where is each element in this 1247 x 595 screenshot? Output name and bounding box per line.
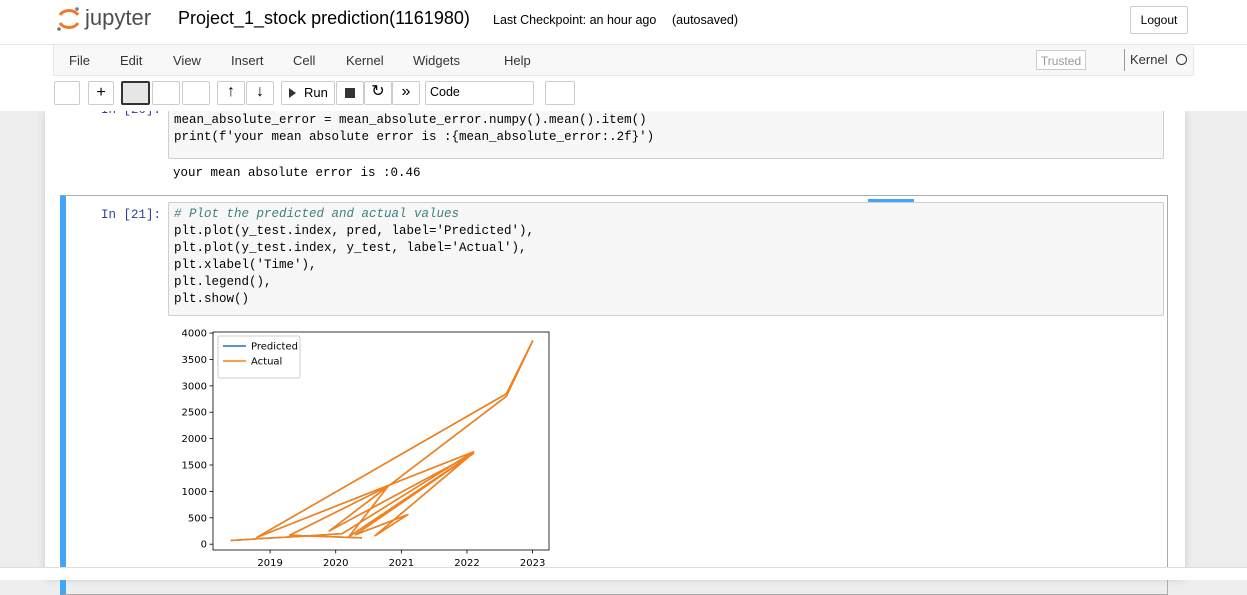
x-tick-label: 2019 — [257, 558, 282, 569]
prompt: In [21]: — [101, 208, 162, 222]
chart: 0 500 1000 1500 2000 2500 3000 3500 4000 2019 2020… — [182, 329, 550, 569]
y-tick-label: 2500 — [182, 408, 207, 419]
x-tick-label: 2023 — [520, 558, 545, 569]
menu-item[interactable]: File — [69, 53, 90, 68]
restart-button[interactable]: ↻ — [364, 81, 392, 105]
menu-item[interactable]: Cell — [293, 53, 316, 68]
insert-button[interactable]: + — [88, 81, 114, 105]
x-tick-label: 2020 — [323, 558, 348, 569]
cut-button[interactable] — [121, 81, 150, 105]
code-line: # Plot the predicted and actual values — [174, 207, 460, 221]
autosave: (autosaved) — [672, 13, 739, 27]
header: jupyter Project_1_stock prediction(11619… — [0, 0, 1247, 111]
menu-item[interactable]: Edit — [120, 53, 143, 68]
y-tick-label: 1000 — [182, 487, 207, 498]
x-tick-label: 2022 — [454, 558, 479, 569]
notebook-title[interactable]: Project_1_stock prediction(1161980) — [178, 8, 470, 28]
legend-label: Predicted — [251, 342, 298, 353]
menu-item[interactable]: Widgets — [413, 53, 460, 68]
menu-item[interactable]: Help — [504, 53, 531, 68]
code-line: plt.legend(), — [174, 275, 272, 289]
move-down-button[interactable]: ↓ — [246, 81, 274, 105]
x-tick-label: 2021 — [389, 558, 414, 569]
menu-item[interactable]: Insert — [231, 53, 264, 68]
divider — [1124, 49, 1125, 71]
menu-item[interactable]: View — [173, 53, 201, 68]
y-tick-label: 3000 — [182, 381, 207, 392]
y-tick-label: 0 — [201, 540, 207, 551]
code-line: print(f'your mean absolute error is :{me… — [174, 130, 655, 144]
y-tick-label: 1500 — [182, 461, 207, 472]
run-all-button[interactable]: » — [392, 81, 420, 105]
save-button[interactable] — [54, 81, 80, 105]
paste-button[interactable] — [182, 81, 210, 105]
logo-text[interactable]: jupyter — [85, 5, 152, 30]
legend-label: Actual — [251, 357, 282, 368]
y-tick-label: 500 — [188, 513, 207, 524]
code-line: plt.plot(y_test.index, pred, label='Pred… — [174, 224, 535, 238]
code-line: plt.plot(y_test.index, y_test, label='Ac… — [174, 241, 527, 255]
interrupt-button[interactable] — [336, 81, 364, 105]
move-up-button[interactable]: ↑ — [217, 81, 245, 105]
y-tick-label: 2000 — [182, 434, 207, 445]
menubar: Trusted Kernel File Edit View Insert Cell Ker… — [53, 44, 1194, 76]
trusted-button[interactable]: Trusted — [1036, 50, 1086, 70]
status-strip — [0, 567, 1247, 580]
logout-button[interactable]: Logout — [1130, 6, 1188, 34]
kernel-name: Kernel — [1130, 52, 1168, 67]
menu-item[interactable]: Kernel — [346, 53, 384, 68]
cell-type-select[interactable]: Code — [425, 81, 534, 105]
code-cell[interactable]: # Plot the predicted and actual values pl… — [168, 202, 1164, 316]
checkpoint: Last Checkpoint: an hour ago — [493, 13, 657, 27]
axes-frame — [212, 331, 550, 551]
kernel-indicator — [1176, 54, 1187, 65]
command-palette-button[interactable] — [545, 81, 575, 105]
line-series — [230, 340, 534, 542]
copy-button[interactable] — [152, 81, 180, 105]
run-icon — [289, 88, 296, 98]
resize-handle — [868, 199, 914, 202]
y-tick-label: 3500 — [182, 355, 207, 366]
code-line: plt.xlabel('Time'), — [174, 258, 317, 272]
cell-output: your mean absolute error is :0.46 — [173, 166, 421, 180]
logo-icon — [57, 7, 80, 31]
y-tick-label: 4000 — [182, 329, 207, 340]
code-line: mean_absolute_error = mean_absolute_erro… — [174, 113, 647, 127]
code-line: plt.show() — [174, 292, 250, 306]
